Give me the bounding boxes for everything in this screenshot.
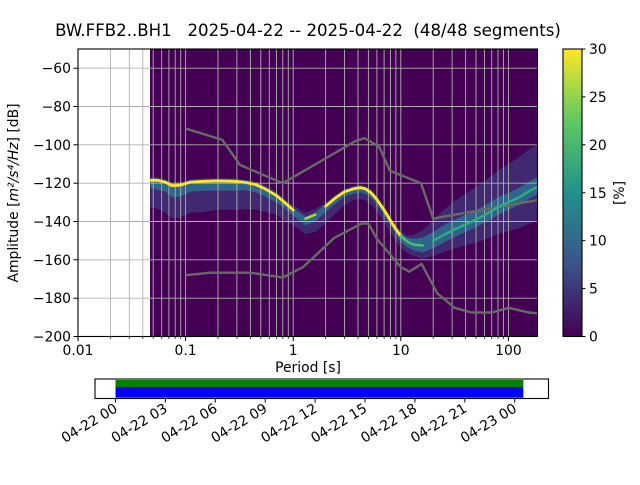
x-tick-label: 0.01 [63,343,94,359]
timeline-tick-label: 04-22 12 [258,401,320,447]
y-tick-label: −100 [33,138,71,154]
mode-segment [399,234,424,247]
timeline-tick-label: 04-22 18 [358,401,420,447]
x-tick-label: 1 [289,343,298,359]
y-tick-label: −140 [33,215,71,231]
noise-model-lines [185,127,538,315]
timeline-ticks [115,398,516,403]
timeline-tick-label: 04-22 03 [109,401,171,447]
mode-segment [304,213,317,220]
nhnm-line [185,127,538,220]
colorbar-tick-label: 5 [589,282,598,298]
y-tick-label: −60 [42,61,71,77]
timeline-tick-label: 04-22 09 [208,401,270,447]
spread-inner-band [150,177,538,253]
colorbar-gradient [562,48,583,338]
colorbar-tick-label: 0 [589,330,598,346]
colorbar-tick-label: 10 [589,234,607,250]
plot-frame [77,48,539,338]
mode-segment [148,178,295,212]
y-axis-label-prefix: Amplitude [ [6,202,22,283]
histogram-bands [150,144,538,259]
colorbar: 0 5 10 15 20 25 30 [%] [562,42,628,346]
plot-area: 0.01 0.1 1 10 100 −60 −80 −100 −120 −140 −160 −180… [33,48,539,359]
colorbar-tick-label: 25 [589,90,607,106]
y-tick-label: −80 [42,100,71,116]
y-tick-label: −200 [33,330,71,346]
mode-segment [432,185,538,242]
psd-mode-line [148,178,538,247]
y-tick-label: −180 [33,291,71,307]
timeline-tick-label: 04-22 00 [59,401,121,447]
colorbar-tick-label: 20 [589,138,607,154]
timeline-tick-label: 04-22 21 [408,401,470,447]
x-tick-label: 0.1 [175,343,197,359]
timeline-tick-label: 04-23 00 [458,401,520,447]
nlnm-line [185,222,538,315]
x-tick-label: 10 [392,343,410,359]
colorbar-label: [%] [612,181,628,205]
colorbar-tick-label: 30 [589,42,607,58]
x-tick-label: 100 [495,343,522,359]
timeline-extent-bar [115,387,524,398]
timeline-tick-label: 04-22 06 [159,401,221,447]
y-tick-label: −160 [33,253,71,269]
x-axis-label: Period [s] [275,360,341,376]
y-tick-label: −120 [33,176,71,192]
mode-segment [324,186,403,238]
timeline-tick-label: 04-22 15 [308,401,370,447]
timeline-coverage-bar [115,380,524,387]
y-axis-label-math: m²/s⁴/Hz [6,142,22,202]
y-axis-label: Amplitude [m²/s⁴/Hz] [dB] [6,103,22,282]
x-axis-ticks: 0.01 0.1 1 10 100 [63,336,522,359]
y-axis-label-suffix: ] [dB] [6,103,22,142]
plot-title: BW.FFB2..BH1 2025-04-22 -- 2025-04-22 (4… [55,21,561,40]
colorbar-ticks: 0 5 10 15 20 25 30 [582,42,607,346]
colorbar-tick-label: 15 [589,186,607,202]
y-axis-ticks: −60 −80 −100 −120 −140 −160 −180 −200 [33,61,78,346]
grid-lines [77,49,538,337]
